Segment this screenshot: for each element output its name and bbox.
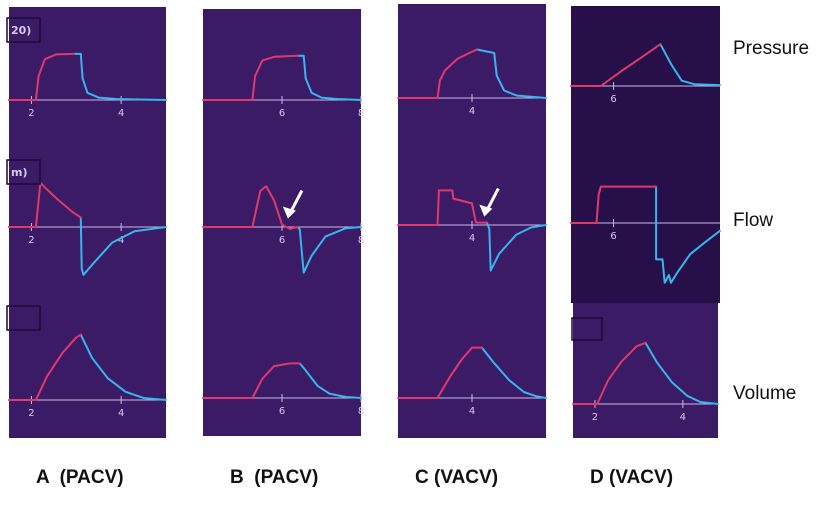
row-label-flow: Flow bbox=[733, 210, 774, 231]
series-line-2-volume-exp bbox=[480, 346, 547, 399]
series-line-1-pressure-exp bbox=[296, 54, 362, 101]
tick-label-1-flow-0: 6 bbox=[279, 235, 285, 246]
panel-background-3 bbox=[571, 6, 720, 303]
tick-label-1-pressure-0: 6 bbox=[279, 108, 285, 119]
panel-caption-b: B (PACV) bbox=[230, 467, 319, 488]
series-line-3-pressure-exp bbox=[659, 43, 721, 87]
series-line-2-pressure-insp bbox=[397, 48, 478, 99]
series-line-0-flow-insp bbox=[8, 181, 82, 228]
tick-label-0-pressure-0: 2 bbox=[28, 108, 34, 119]
panel-caption-d: D (VACV) bbox=[590, 467, 674, 488]
series-line-1-flow-insp bbox=[202, 185, 299, 230]
tick-label-0-pressure-1: 4 bbox=[118, 108, 124, 119]
series-line-2-flow-exp bbox=[485, 221, 547, 272]
series-line-0-flow-exp bbox=[79, 216, 167, 276]
tick-label-1-volume-1: 8 bbox=[358, 406, 364, 417]
annotation-arrow-head-1 bbox=[282, 206, 296, 219]
tick-label-2-volume-0: 4 bbox=[469, 406, 475, 417]
series-line-1-flow-exp bbox=[296, 226, 362, 274]
panel-background-0 bbox=[9, 7, 166, 438]
annotation-arrow-head-2 bbox=[479, 204, 493, 217]
panel-background-3-volume bbox=[573, 303, 718, 438]
series-line-0-volume-exp bbox=[79, 333, 167, 401]
series-line-1-volume-exp bbox=[298, 362, 362, 399]
series-line-3-pressure-insp bbox=[570, 43, 662, 87]
tick-label-1-flow-1: 8 bbox=[358, 235, 364, 246]
unit-box-label-0-1: m) bbox=[11, 166, 28, 179]
tick-label-0-flow-0: 2 bbox=[28, 235, 34, 246]
series-line-0-pressure-exp bbox=[73, 52, 167, 101]
unit-box-volume-a bbox=[6, 305, 41, 331]
unit-box-0-1 bbox=[6, 159, 41, 185]
tick-label-3-volume-1: 4 bbox=[680, 412, 686, 423]
tick-label-3-flow-0: 6 bbox=[610, 231, 616, 242]
unit-box-volume-d bbox=[571, 317, 603, 341]
tick-label-3-pressure-0: 6 bbox=[610, 94, 616, 105]
panel-caption-c: C (VACV) bbox=[415, 467, 499, 488]
tick-label-0-volume-0: 2 bbox=[28, 408, 34, 419]
tick-label-2-flow-0: 4 bbox=[469, 233, 475, 244]
panel-caption-a: A (PACV) bbox=[36, 467, 124, 488]
tick-label-0-volume-1: 4 bbox=[118, 408, 124, 419]
series-line-0-pressure-insp bbox=[8, 52, 75, 101]
row-label-pressure: Pressure bbox=[733, 38, 810, 59]
series-line-3-volume-insp bbox=[572, 341, 647, 405]
series-line-2-pressure-exp bbox=[475, 48, 547, 99]
tick-label-0-flow-1: 4 bbox=[118, 235, 124, 246]
series-line-0-volume-insp bbox=[8, 333, 82, 401]
tick-label-1-pressure-1: 8 bbox=[358, 108, 364, 119]
series-line-3-flow-exp bbox=[655, 185, 721, 284]
series-line-1-volume-insp bbox=[202, 362, 301, 399]
tick-label-1-volume-0: 6 bbox=[279, 406, 285, 417]
unit-box-0-0 bbox=[6, 17, 41, 43]
series-line-3-flow-insp bbox=[570, 185, 658, 224]
row-label-volume: Volume bbox=[733, 383, 797, 404]
series-line-2-volume-insp bbox=[397, 346, 483, 399]
series-line-1-pressure-insp bbox=[202, 54, 299, 101]
series-line-2-flow-insp bbox=[397, 189, 488, 226]
tick-label-3-volume-0: 2 bbox=[592, 412, 598, 423]
unit-box-label-0-0: 20) bbox=[11, 24, 31, 37]
series-line-3-volume-exp bbox=[644, 341, 719, 405]
tick-label-2-pressure-0: 4 bbox=[469, 106, 475, 117]
